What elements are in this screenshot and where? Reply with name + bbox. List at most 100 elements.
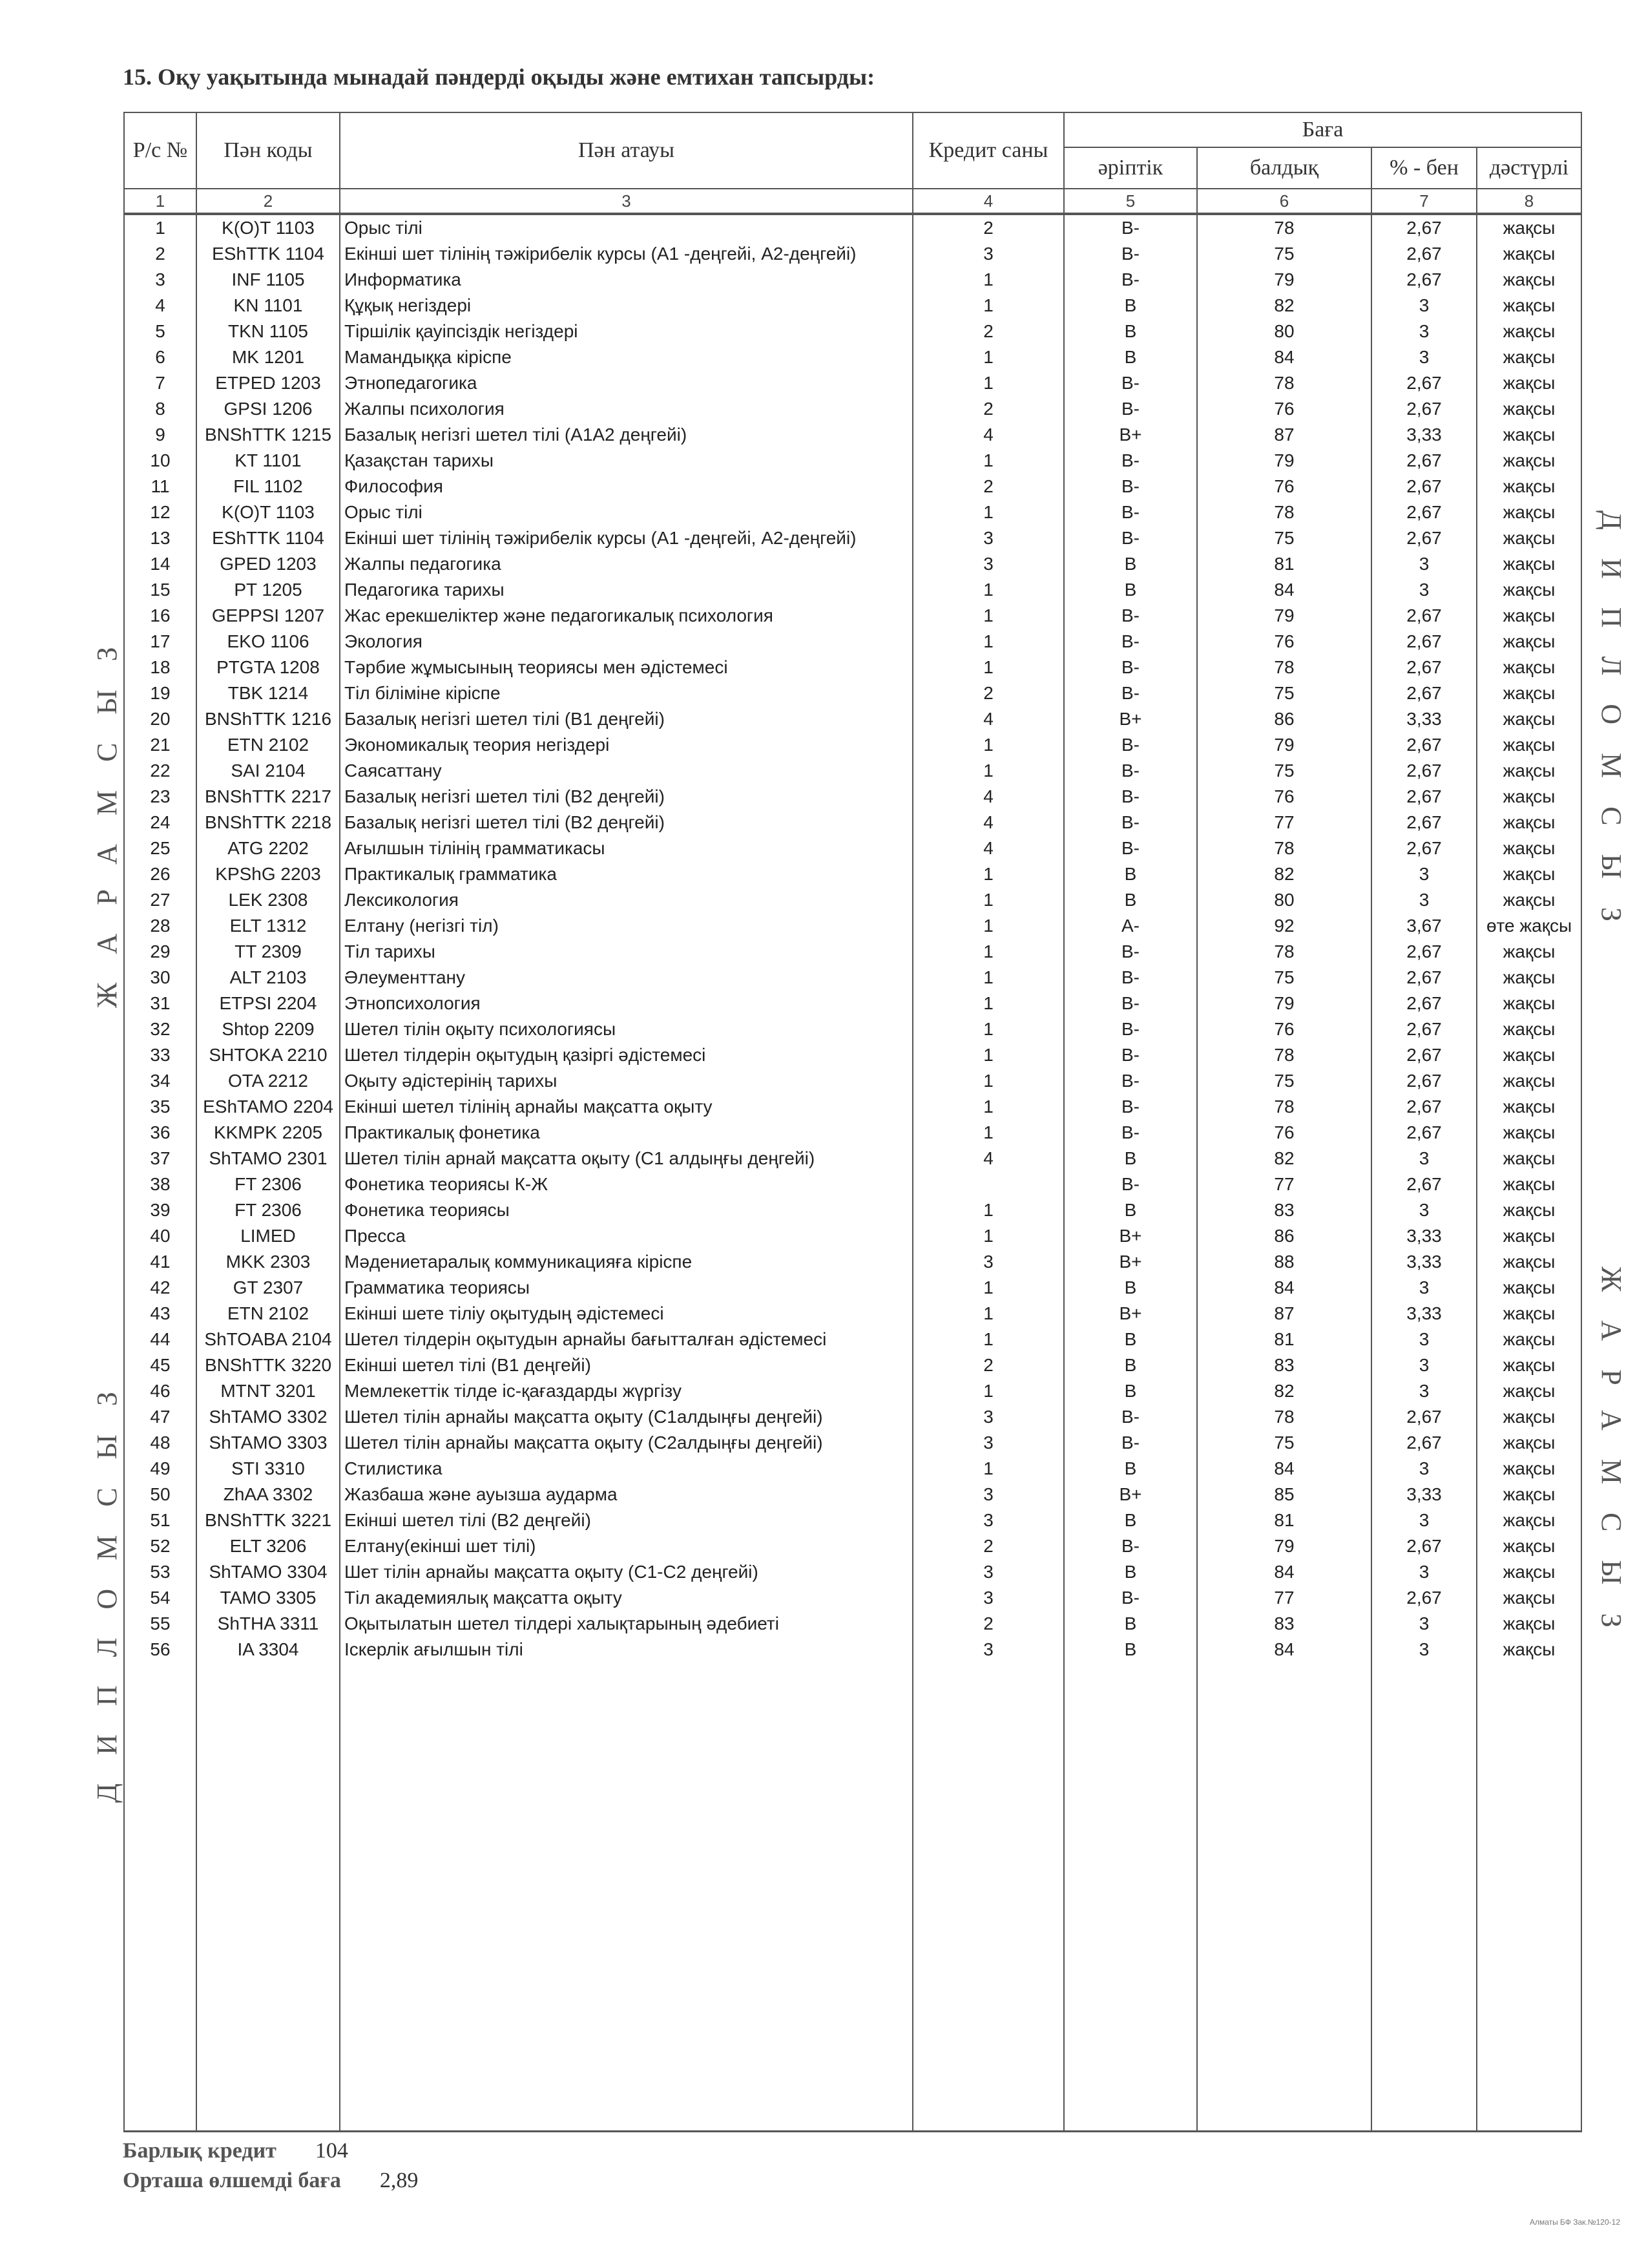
points: 84 — [1196, 1637, 1372, 1663]
table-row: 53 ShTAMO 3304 Шет тілін арнайы мақсатта о… — [123, 1559, 1583, 1585]
course-code: EKO 1106 — [196, 629, 340, 655]
empty-filler-row — [123, 1663, 1583, 2132]
grade-point: 3,33 — [1371, 1301, 1477, 1327]
row-no: 16 — [123, 603, 197, 629]
course-name: Базалық негізгі шетел тілі (В2 деңгейі) — [339, 810, 913, 835]
credit: 4 — [912, 422, 1065, 448]
traditional-grade: жақсы — [1475, 758, 1583, 784]
points: 82 — [1196, 293, 1372, 319]
grade-point: 2,67 — [1371, 1068, 1477, 1094]
course-name: Жалпы психология — [339, 396, 913, 422]
course-name: Қазақстан тарихы — [339, 448, 913, 474]
table-row: 14 GPED 1203 Жалпы педагогика 3 B 81 3 жақсы — [123, 551, 1583, 577]
credit: 1 — [912, 577, 1065, 603]
credit: 1 — [912, 267, 1065, 293]
course-code: ShTHA 3311 — [196, 1611, 340, 1637]
course-name: Лексикология — [339, 887, 913, 913]
traditional-grade: жақсы — [1475, 474, 1583, 499]
traditional-grade: жақсы — [1475, 810, 1583, 835]
row-no: 12 — [123, 499, 197, 525]
points: 77 — [1196, 1585, 1372, 1611]
header-points: балдық — [1196, 147, 1372, 189]
credit: 4 — [912, 835, 1065, 861]
course-name: Шетел тілдерін оқытудын арнайы бағытталғ… — [339, 1327, 913, 1352]
traditional-grade: жақсы — [1475, 1585, 1583, 1611]
traditional-grade: жақсы — [1475, 1404, 1583, 1430]
table-row: 21 ETN 2102 Экономикалық теория негіздері 1… — [123, 732, 1583, 758]
credit: 1 — [912, 913, 1065, 939]
course-code: KKMPK 2205 — [196, 1120, 340, 1146]
credit: 1 — [912, 293, 1065, 319]
course-name: Фонетика теориясы К-Ж — [339, 1171, 913, 1197]
letter-grade: A- — [1063, 913, 1198, 939]
course-name: Экономикалық теория негіздері — [339, 732, 913, 758]
course-name: Оқыту әдістерінің тарихы — [339, 1068, 913, 1094]
traditional-grade: жақсы — [1475, 887, 1583, 913]
credit: 1 — [912, 603, 1065, 629]
traditional-grade: жақсы — [1475, 1611, 1583, 1637]
grade-point: 3 — [1371, 1456, 1477, 1482]
grades-table: Р/с № Пән коды Пән атауы Кредит саны Бағ… — [123, 112, 1583, 2132]
traditional-grade: жақсы — [1475, 1327, 1583, 1352]
table-row: 20 BNShTTK 1216 Базалық негізгі шетел тілі… — [123, 706, 1583, 732]
row-no: 34 — [123, 1068, 197, 1094]
points: 87 — [1196, 1301, 1372, 1327]
course-code: ETN 2102 — [196, 732, 340, 758]
gpa: Орташа өлшемді баға 2,89 — [123, 2168, 418, 2193]
credit: 2 — [912, 396, 1065, 422]
points: 84 — [1196, 344, 1372, 370]
traditional-grade: жақсы — [1475, 1016, 1583, 1042]
traditional-grade: жақсы — [1475, 655, 1583, 680]
letter-grade: B- — [1063, 991, 1198, 1016]
course-name: Екінші шет тілінің тәжірибелік курсы (А1… — [339, 241, 913, 267]
letter-grade: B — [1063, 1146, 1198, 1171]
course-code: ATG 2202 — [196, 835, 340, 861]
traditional-grade: жақсы — [1475, 1456, 1583, 1482]
letter-grade: B — [1063, 861, 1198, 887]
row-no: 36 — [123, 1120, 197, 1146]
letter-grade: B- — [1063, 525, 1198, 551]
credit: 1 — [912, 1275, 1065, 1301]
section-title: 15. Оқу уақытында мынадай пәндерді оқыды… — [123, 64, 875, 90]
grade-point: 2,67 — [1371, 525, 1477, 551]
points: 75 — [1196, 758, 1372, 784]
traditional-grade: жақсы — [1475, 551, 1583, 577]
course-code: KT 1101 — [196, 448, 340, 474]
watermark-right-top: ДИПЛОМСЫЗ — [1596, 510, 1627, 950]
table-row: 5 TKN 1105 Тіршілік қауіпсіздік негіздері 2… — [123, 319, 1583, 344]
traditional-grade: жақсы — [1475, 319, 1583, 344]
header-credit: Кредит саны — [912, 112, 1065, 189]
letter-grade: B — [1063, 1352, 1198, 1378]
credit: 4 — [912, 784, 1065, 810]
course-name: Әлеументтану — [339, 965, 913, 991]
letter-grade: B — [1063, 293, 1198, 319]
letter-grade: B- — [1063, 448, 1198, 474]
traditional-grade: жақсы — [1475, 396, 1583, 422]
course-name: Пресса — [339, 1223, 913, 1249]
row-no: 4 — [123, 293, 197, 319]
letter-grade: B- — [1063, 241, 1198, 267]
header-letter: әріптік — [1063, 147, 1198, 189]
credit: 3 — [912, 1404, 1065, 1430]
points: 78 — [1196, 835, 1372, 861]
grade-point: 3 — [1371, 861, 1477, 887]
traditional-grade: жақсы — [1475, 1507, 1583, 1533]
course-code: SHTOKA 2210 — [196, 1042, 340, 1068]
credit: 1 — [912, 1456, 1065, 1482]
points: 79 — [1196, 991, 1372, 1016]
course-code: BNShTTK 2217 — [196, 784, 340, 810]
credit: 4 — [912, 810, 1065, 835]
credit: 3 — [912, 525, 1065, 551]
grade-point: 3,33 — [1371, 1482, 1477, 1507]
credit: 2 — [912, 214, 1065, 241]
points: 87 — [1196, 422, 1372, 448]
course-code: BNShTTK 2218 — [196, 810, 340, 835]
row-no: 2 — [123, 241, 197, 267]
points: 79 — [1196, 603, 1372, 629]
table-row: 54 TAMO 3305 Тіл академиялық мақсатта оқыт… — [123, 1585, 1583, 1611]
course-code: ShTAMO 3304 — [196, 1559, 340, 1585]
credit: 1 — [912, 939, 1065, 965]
credit — [912, 1171, 1065, 1197]
points: 84 — [1196, 577, 1372, 603]
points: 81 — [1196, 551, 1372, 577]
